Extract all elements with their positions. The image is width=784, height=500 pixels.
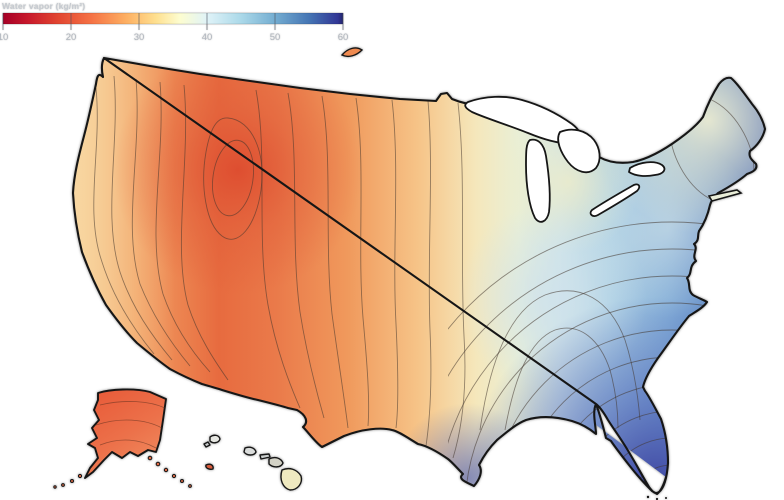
contour-lines-west xyxy=(93,75,466,459)
small-island xyxy=(340,47,364,58)
molokai xyxy=(259,453,271,460)
colorbar-tick-label: 40 xyxy=(202,32,213,43)
lake-ontario xyxy=(628,161,666,177)
colorbar-tick-label: 50 xyxy=(270,32,281,43)
legend: Water vapor (kg/m²) 10 20 30 40 50 60 xyxy=(0,1,348,43)
colorbar-ticks xyxy=(2,13,344,30)
maui xyxy=(268,456,284,468)
florida-keys xyxy=(646,495,667,500)
lake-michigan xyxy=(525,138,551,223)
colorbar-tick-labels: 10 20 30 40 50 60 xyxy=(0,32,348,43)
kahoolawe-red-islet xyxy=(205,463,214,470)
hawaii-inset xyxy=(203,434,303,491)
big-island xyxy=(280,467,303,491)
aleutian-islands xyxy=(53,473,83,489)
lake-huron xyxy=(557,128,601,174)
colorbar-tick-label: 30 xyxy=(134,32,145,43)
alaska-inset xyxy=(53,388,192,489)
niihau xyxy=(203,441,211,448)
legend-title: Water vapor (kg/m²) xyxy=(2,1,85,11)
us-contour-map xyxy=(53,47,767,500)
alaska-panhandle xyxy=(147,455,192,488)
oahu xyxy=(243,446,257,456)
kauai xyxy=(209,434,221,444)
colorbar-tick-label: 20 xyxy=(66,32,77,43)
long-island xyxy=(707,189,743,202)
colorbar-tick-label: 10 xyxy=(0,32,8,43)
lake-erie xyxy=(589,183,641,217)
colorbar-tick-label: 60 xyxy=(338,32,349,43)
great-lakes xyxy=(464,95,666,223)
colorbar xyxy=(2,12,344,25)
contour-fill xyxy=(73,58,765,494)
